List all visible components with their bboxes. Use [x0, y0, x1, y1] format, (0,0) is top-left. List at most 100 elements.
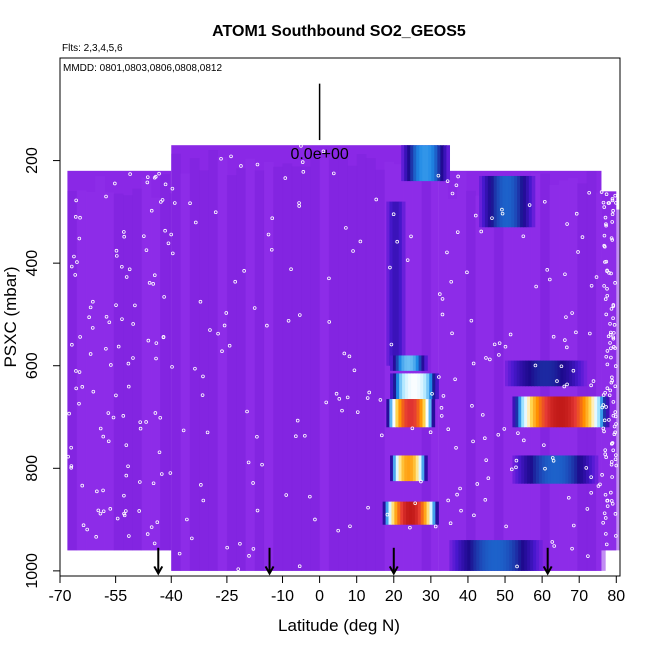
- sample-point: [327, 276, 331, 281]
- concentration-cell: [534, 360, 538, 387]
- sample-point: [157, 171, 161, 176]
- concentration-cell: [398, 455, 403, 482]
- sample-point: [611, 208, 615, 213]
- x-tick-label: -40: [160, 588, 183, 605]
- sample-point: [605, 362, 610, 367]
- sample-point: [589, 383, 593, 388]
- sample-point: [367, 390, 372, 395]
- sample-point: [608, 388, 613, 393]
- sample-point: [81, 523, 86, 527]
- scale-key: 0.0e+00: [290, 83, 349, 163]
- y-tick-label: 200: [24, 147, 41, 174]
- shading-strip: [171, 153, 182, 571]
- x-tick-label: 10: [348, 588, 366, 605]
- sample-point: [471, 361, 476, 366]
- concentration-cell: [500, 540, 504, 571]
- sample-point: [153, 411, 158, 415]
- concentration-cell: [398, 355, 403, 371]
- concentration-cell: [473, 540, 477, 571]
- sample-point: [87, 315, 91, 319]
- sample-point: [490, 216, 494, 220]
- concentration-cell: [424, 455, 428, 482]
- sample-point: [433, 524, 438, 529]
- concentration-cell: [567, 396, 572, 428]
- sample-point: [601, 426, 606, 431]
- sample-point: [222, 323, 227, 328]
- sample-point: [66, 454, 70, 459]
- concentration-cell: [503, 540, 507, 571]
- sample-point: [603, 492, 608, 497]
- sample-point: [74, 369, 78, 373]
- concentration-cell: [545, 360, 550, 387]
- sample-point: [190, 536, 194, 541]
- sample-point: [73, 215, 78, 219]
- sample-point: [609, 307, 614, 311]
- sample-point: [155, 520, 160, 525]
- sample-point: [122, 511, 126, 516]
- sample-point: [70, 342, 74, 347]
- concentration-cell: [443, 145, 447, 182]
- sample-point: [122, 234, 126, 239]
- concentration-cell: [560, 360, 564, 387]
- sample-point: [548, 277, 552, 282]
- sample-point: [101, 434, 106, 439]
- sample-point: [609, 380, 614, 385]
- sample-point: [334, 391, 339, 396]
- sample-point: [166, 241, 171, 246]
- x-tick-label: -70: [48, 588, 71, 605]
- sample-point: [604, 542, 609, 547]
- shading-strip: [113, 193, 124, 551]
- sample-point: [114, 393, 118, 398]
- concentration-cell: [505, 175, 509, 228]
- sample-point: [602, 418, 607, 423]
- sample-point: [321, 149, 326, 154]
- shading-strip: [208, 150, 219, 571]
- sample-point: [605, 349, 610, 353]
- concentration-cell: [393, 373, 397, 400]
- sample-point: [124, 443, 129, 447]
- concentration-cell: [410, 145, 414, 182]
- concentration-cell: [530, 540, 534, 571]
- concentration-cell: [562, 396, 566, 428]
- sample-point: [611, 303, 616, 307]
- sample-point: [289, 267, 293, 271]
- concentration-cell: [556, 396, 560, 428]
- concentration-cell: [411, 373, 415, 400]
- concentration-cell: [506, 540, 510, 571]
- shading-strip: [282, 163, 293, 571]
- concentration-cell: [550, 455, 555, 484]
- sample-point: [453, 377, 457, 382]
- concentration-cell: [580, 455, 584, 484]
- sample-point: [608, 341, 612, 345]
- sample-point: [220, 349, 224, 353]
- shading-strip: [95, 176, 106, 551]
- sample-point: [448, 521, 453, 526]
- concentration-cell: [585, 396, 590, 428]
- sample-point: [610, 196, 615, 201]
- concentration-cell: [497, 540, 501, 571]
- concentration-cell: [553, 455, 558, 484]
- shading-strip: [67, 190, 78, 551]
- sample-point: [614, 453, 618, 457]
- sample-point: [607, 201, 611, 205]
- sample-point: [614, 534, 618, 538]
- sample-point: [106, 439, 111, 444]
- sample-point: [497, 353, 501, 357]
- concentration-cell: [505, 360, 509, 387]
- sample-point: [395, 239, 399, 244]
- sample-point: [611, 335, 616, 340]
- concentration-cell: [509, 540, 513, 571]
- concentration-cell: [426, 501, 431, 525]
- shading-strip: [586, 171, 597, 571]
- concentration-cell: [435, 373, 439, 400]
- sample-point: [144, 420, 148, 424]
- sample-point: [611, 336, 616, 341]
- sample-point: [163, 228, 167, 233]
- concentration-cell: [395, 455, 400, 482]
- sample-point: [347, 354, 352, 359]
- shading-strip: [356, 153, 367, 571]
- shading-strip: [226, 175, 237, 571]
- sample-point: [170, 251, 175, 256]
- sample-point: [613, 281, 617, 285]
- sample-point: [613, 430, 617, 435]
